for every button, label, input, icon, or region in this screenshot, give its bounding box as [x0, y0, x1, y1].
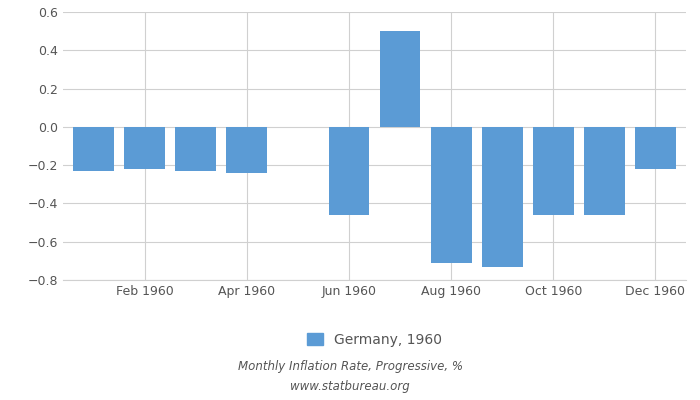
Legend: Germany, 1960: Germany, 1960 — [301, 327, 448, 352]
Bar — [430, 127, 472, 263]
Bar — [533, 127, 574, 215]
Bar — [328, 127, 370, 215]
Text: www.statbureau.org: www.statbureau.org — [290, 380, 410, 393]
Bar — [226, 127, 267, 173]
Bar — [584, 127, 624, 215]
Bar — [635, 127, 675, 169]
Bar — [482, 127, 523, 266]
Bar — [175, 127, 216, 171]
Text: Monthly Inflation Rate, Progressive, %: Monthly Inflation Rate, Progressive, % — [237, 360, 463, 373]
Bar — [74, 127, 114, 171]
Bar — [125, 127, 165, 169]
Bar — [379, 31, 421, 127]
